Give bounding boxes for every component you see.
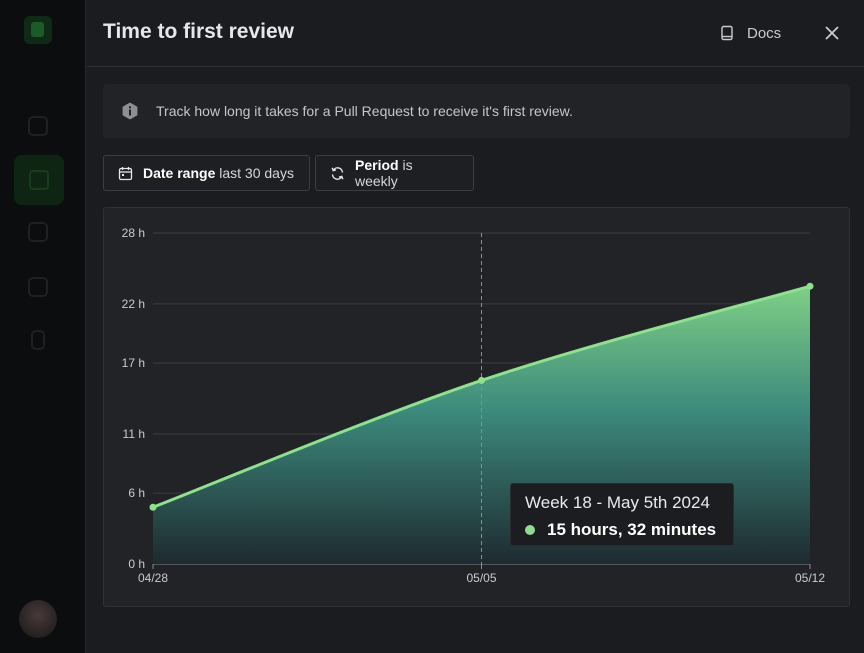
panel-header: Time to first review Docs bbox=[87, 0, 864, 67]
home-icon[interactable] bbox=[28, 116, 48, 136]
x-tick-label: 05/12 bbox=[795, 571, 825, 585]
date-range-text: Date range last 30 days bbox=[143, 165, 294, 181]
tooltip-series-dot bbox=[525, 525, 535, 535]
date-range-label: Date range bbox=[143, 165, 216, 181]
y-tick-label: 28 h bbox=[122, 226, 145, 240]
date-range-value: last 30 days bbox=[219, 165, 294, 181]
x-tick-label: 04/28 bbox=[138, 571, 168, 585]
y-tick-label: 6 h bbox=[128, 486, 145, 500]
metrics-icon bbox=[29, 170, 49, 190]
docs-button[interactable]: Docs bbox=[719, 22, 781, 44]
tooltip-row: 15 hours, 32 minutes bbox=[525, 520, 719, 540]
tooltip-title: Week 18 - May 5th 2024 bbox=[525, 493, 710, 512]
chart-tooltip: Week 18 - May 5th 2024 15 hours, 32 minu… bbox=[510, 483, 734, 546]
data-point bbox=[806, 282, 814, 290]
info-banner: Track how long it takes for a Pull Reque… bbox=[103, 84, 850, 138]
period-label: Period bbox=[355, 157, 399, 173]
tooltip-value: 15 hours, 32 minutes bbox=[547, 520, 717, 539]
close-icon[interactable] bbox=[821, 22, 843, 44]
period-text: Period is weekly bbox=[355, 157, 459, 189]
y-tick-label: 0 h bbox=[128, 557, 145, 571]
area-chart: 0 h 6 h 11 h 17 h 22 h 28 h 04/28 05/05 05/12 bbox=[122, 226, 826, 585]
chat-icon[interactable] bbox=[28, 277, 48, 297]
docs-label: Docs bbox=[747, 24, 782, 42]
data-point bbox=[478, 376, 485, 384]
page-title: Time to first review bbox=[103, 20, 295, 43]
bolt-icon[interactable] bbox=[31, 330, 45, 350]
date-range-filter[interactable]: Date range last 30 days bbox=[103, 155, 310, 191]
app-sidebar bbox=[0, 0, 86, 653]
y-tick-label: 17 h bbox=[122, 356, 145, 370]
metric-panel: Time to first review Docs Track how long… bbox=[87, 0, 864, 653]
x-tick-label: 05/05 bbox=[466, 571, 496, 585]
chart-card: 0 h 6 h 11 h 17 h 22 h 28 h 04/28 05/05 05/12 We… bbox=[103, 207, 850, 607]
period-value: is weekly bbox=[355, 157, 413, 189]
sidebar-item-metrics[interactable] bbox=[14, 155, 64, 205]
y-tick-label: 11 h bbox=[123, 427, 145, 441]
grid-icon[interactable] bbox=[28, 222, 48, 242]
period-filter[interactable]: Period is weekly bbox=[315, 155, 474, 191]
book-icon bbox=[721, 25, 733, 41]
data-point bbox=[149, 503, 157, 511]
refresh-icon bbox=[331, 166, 344, 180]
avatar[interactable] bbox=[19, 600, 57, 638]
y-tick-label: 22 h bbox=[122, 297, 145, 311]
app-logo[interactable] bbox=[24, 16, 52, 44]
calendar-icon bbox=[118, 166, 133, 180]
info-text: Track how long it takes for a Pull Reque… bbox=[156, 103, 573, 119]
info-icon bbox=[122, 102, 138, 120]
